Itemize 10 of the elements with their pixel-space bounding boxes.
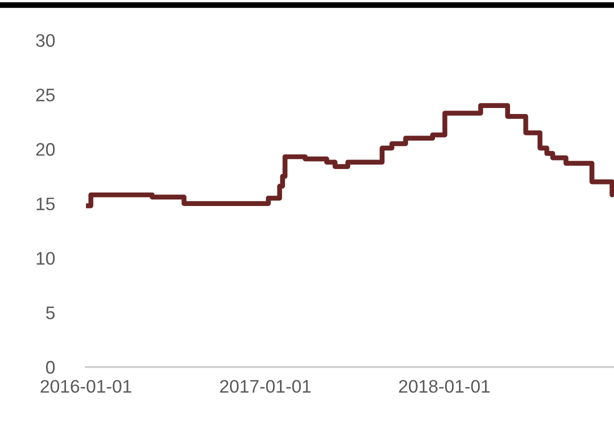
- x-tick-label: 2017-01-01: [220, 380, 311, 393]
- y-tick-label: 20: [36, 143, 55, 156]
- y-tick-label: 0: [46, 360, 55, 374]
- x-tick-label: 2018-01-01: [399, 380, 490, 393]
- y-tick-label: 30: [36, 34, 55, 47]
- y-tick-label: 10: [36, 252, 55, 265]
- y-tick-label: 15: [36, 198, 55, 210]
- y-tick-label: 25: [36, 88, 55, 102]
- x-tick-label: 2016-01-01: [40, 380, 132, 393]
- y-tick-label: 5: [46, 306, 55, 320]
